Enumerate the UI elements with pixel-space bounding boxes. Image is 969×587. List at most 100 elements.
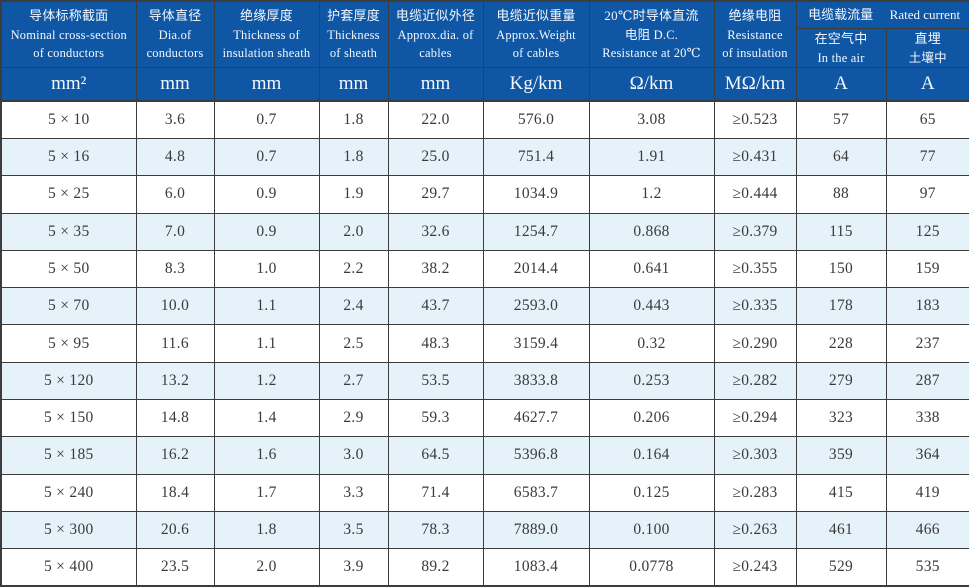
value-cell: 529 xyxy=(795,548,887,587)
unit-insulation-resistance: MΩ/km xyxy=(713,67,797,103)
value-cell: 228 xyxy=(795,324,887,363)
row-label-cell: 5 × 10 xyxy=(0,100,137,140)
unit-dc-resistance: Ω/km xyxy=(588,67,715,103)
value-cell: 287 xyxy=(885,361,969,401)
value-cell: 7.0 xyxy=(135,212,215,251)
value-cell: 0.868 xyxy=(588,212,715,251)
value-cell: 1.2 xyxy=(588,175,715,214)
row-label-cell: 5 × 95 xyxy=(0,324,137,363)
value-cell: 338 xyxy=(885,398,969,438)
value-cell: 77 xyxy=(885,138,969,177)
value-cell: 32.6 xyxy=(387,212,484,251)
value-cell: 3159.4 xyxy=(482,324,590,363)
value-cell: ≥0.335 xyxy=(713,287,797,326)
value-cell: 6583.7 xyxy=(482,473,590,512)
value-cell: 415 xyxy=(795,473,887,512)
unit-insulation-thickness: mm xyxy=(213,67,320,103)
value-cell: 3833.8 xyxy=(482,361,590,401)
value-cell: 0.7 xyxy=(213,100,320,140)
value-cell: ≥0.303 xyxy=(713,436,797,475)
table-row: 5 × 25 6.0 0.9 1.9 29.7 1034.9 1.2 ≥0.444 88 97 xyxy=(0,175,969,214)
value-cell: ≥0.290 xyxy=(713,324,797,363)
table-row: 5 × 120 13.2 1.2 2.7 53.5 3833.8 0.253 ≥0.282 27… xyxy=(0,361,969,401)
value-cell: 2.5 xyxy=(318,324,389,363)
value-cell: 183 xyxy=(885,287,969,326)
value-cell: 150 xyxy=(795,249,887,289)
value-cell: 3.9 xyxy=(318,548,389,587)
value-cell: 0.32 xyxy=(588,324,715,363)
value-cell: ≥0.431 xyxy=(713,138,797,177)
value-cell: 1.91 xyxy=(588,138,715,177)
value-cell: 1254.7 xyxy=(482,212,590,251)
value-cell: 1.1 xyxy=(213,287,320,326)
value-cell: ≥0.283 xyxy=(713,473,797,512)
value-cell: 3.08 xyxy=(588,100,715,140)
value-cell: 0.7 xyxy=(213,138,320,177)
value-cell: 4.8 xyxy=(135,138,215,177)
value-cell: 38.2 xyxy=(387,249,484,289)
value-cell: 359 xyxy=(795,436,887,475)
value-cell: 323 xyxy=(795,398,887,438)
table-row: 5 × 16 4.8 0.7 1.8 25.0 751.4 1.91 ≥0.431 64 77 xyxy=(0,138,969,177)
value-cell: 1.8 xyxy=(318,138,389,177)
col-header-current-buried: 直埋 土壤中 xyxy=(885,27,969,69)
value-cell: 0.100 xyxy=(588,510,715,550)
value-cell: 6.0 xyxy=(135,175,215,214)
row-label-cell: 5 × 70 xyxy=(0,287,137,326)
value-cell: 1.8 xyxy=(213,510,320,550)
value-cell: 1.9 xyxy=(318,175,389,214)
col-header-cross-section: 导体标称截面 Nominal cross-section of conductors xyxy=(0,0,137,69)
col-header-insulation-thickness: 绝缘厚度 Thickness of insulation sheath xyxy=(213,0,320,69)
unit-current-in-air: A xyxy=(795,67,887,103)
value-cell: 2.9 xyxy=(318,398,389,438)
value-cell: 0.641 xyxy=(588,249,715,289)
value-cell: 0.9 xyxy=(213,212,320,251)
value-cell: 1.7 xyxy=(213,473,320,512)
value-cell: 65 xyxy=(885,100,969,140)
row-label-cell: 5 × 400 xyxy=(0,548,137,587)
value-cell: 8.3 xyxy=(135,249,215,289)
value-cell: 0.125 xyxy=(588,473,715,512)
col-header-cable-weight: 电缆近似重量 Approx.Weight of cables xyxy=(482,0,590,69)
col-header-sheath-thickness: 护套厚度 Thickness of sheath xyxy=(318,0,389,69)
row-label-cell: 5 × 120 xyxy=(0,361,137,401)
value-cell: 364 xyxy=(885,436,969,475)
col-header-conductor-diameter: 导体直径 Dia.of conductors xyxy=(135,0,215,69)
value-cell: 1083.4 xyxy=(482,548,590,587)
value-cell: ≥0.263 xyxy=(713,510,797,550)
value-cell: 159 xyxy=(885,249,969,289)
value-cell: 13.2 xyxy=(135,361,215,401)
value-cell: 53.5 xyxy=(387,361,484,401)
value-cell: 43.7 xyxy=(387,287,484,326)
value-cell: 178 xyxy=(795,287,887,326)
group-label-en: Rated current xyxy=(889,7,961,23)
unit-cable-weight: Kg/km xyxy=(482,67,590,103)
value-cell: 11.6 xyxy=(135,324,215,363)
table-row: 5 × 400 23.5 2.0 3.9 89.2 1083.4 0.0778 ≥0.243 5… xyxy=(0,548,969,587)
value-cell: 1.2 xyxy=(213,361,320,401)
row-label-cell: 5 × 35 xyxy=(0,212,137,251)
value-cell: 18.4 xyxy=(135,473,215,512)
row-label-cell: 5 × 50 xyxy=(0,249,137,289)
table-row: 5 × 300 20.6 1.8 3.5 78.3 7889.0 0.100 ≥0.263 46… xyxy=(0,510,969,550)
value-cell: 57 xyxy=(795,100,887,140)
value-cell: 2593.0 xyxy=(482,287,590,326)
value-cell: 88 xyxy=(795,175,887,214)
value-cell: 2.0 xyxy=(318,212,389,251)
unit-current-buried: A xyxy=(885,67,969,103)
table-row: 5 × 35 7.0 0.9 2.0 32.6 1254.7 0.868 ≥0.379 115 1… xyxy=(0,212,969,251)
value-cell: 25.0 xyxy=(387,138,484,177)
value-cell: 279 xyxy=(795,361,887,401)
value-cell: 0.443 xyxy=(588,287,715,326)
value-cell: 576.0 xyxy=(482,100,590,140)
value-cell: 2.2 xyxy=(318,249,389,289)
value-cell: 2014.4 xyxy=(482,249,590,289)
value-cell: 751.4 xyxy=(482,138,590,177)
value-cell: 0.9 xyxy=(213,175,320,214)
value-cell: 10.0 xyxy=(135,287,215,326)
unit-cross-section: mm² xyxy=(0,67,137,103)
unit-sheath-thickness: mm xyxy=(318,67,389,103)
value-cell: 466 xyxy=(885,510,969,550)
unit-conductor-diameter: mm xyxy=(135,67,215,103)
